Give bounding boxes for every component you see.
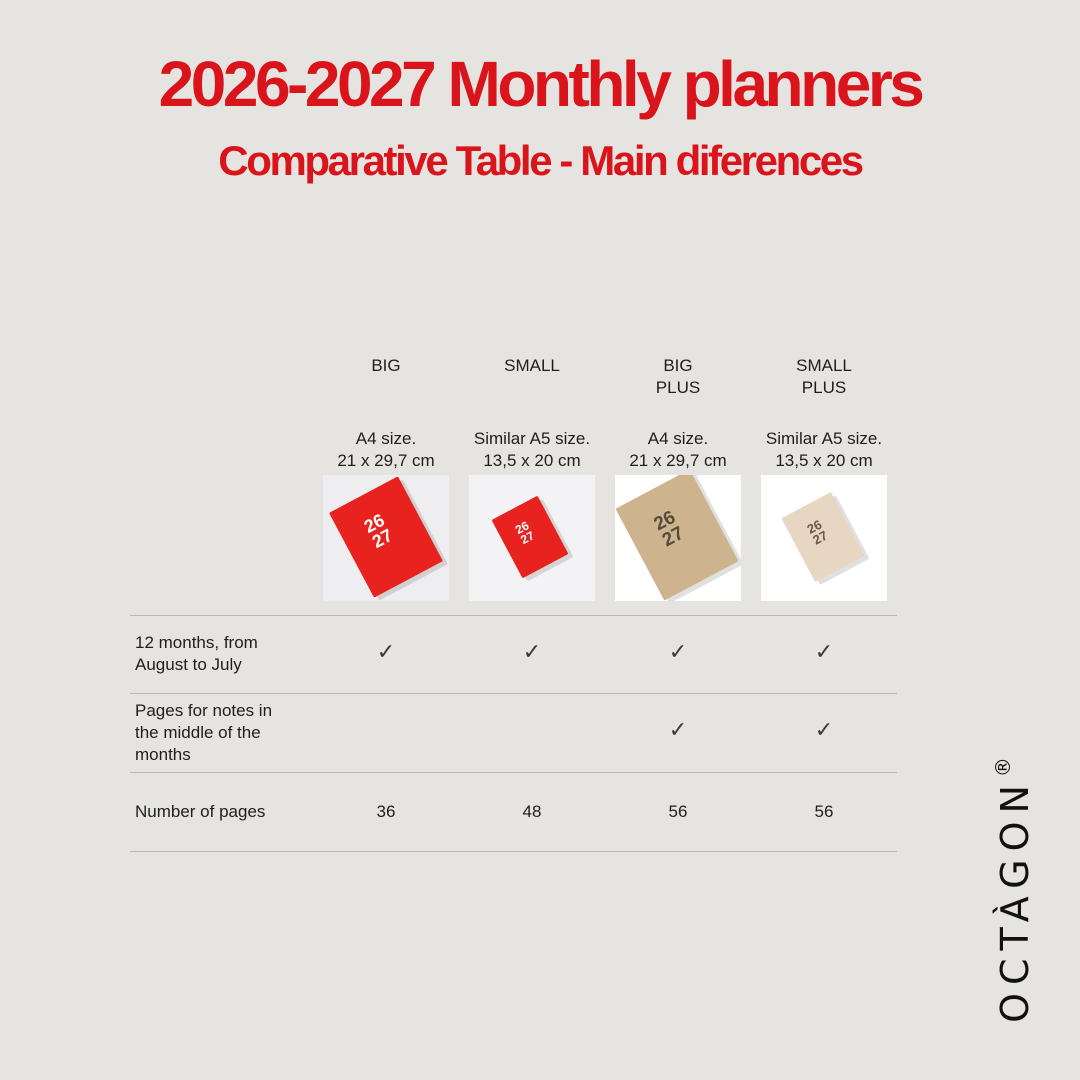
page-title: 2026-2027 Monthly planners [158, 48, 925, 120]
column-size-line: 13,5 x 20 cm [483, 451, 581, 470]
column-header-name: SMALL PLUS [751, 355, 897, 399]
table-divider [130, 772, 897, 773]
column-name-line: PLUS [801, 378, 847, 397]
row-label-line: Pages for notes in [135, 701, 273, 720]
column-name-line: BIG [663, 356, 693, 375]
column-size-line: Similar A5 size. [765, 429, 883, 448]
row-label: Number of pages [135, 801, 265, 823]
column-header-size: Similar A5 size. 13,5 x 20 cm [459, 428, 605, 472]
column-header-size: A4 size. 21 x 29,7 cm [605, 428, 751, 472]
row-label-line: months [135, 745, 191, 764]
table-divider [130, 615, 897, 616]
table-cell: 36 [376, 802, 396, 821]
column-header-size: A4 size. 21 x 29,7 cm [313, 428, 459, 472]
table-divider [130, 851, 897, 852]
page-subtitle: Comparative Table - Main diferences [218, 137, 864, 184]
column-size-line: A4 size. [355, 429, 417, 448]
column-header-size: Similar A5 size. 13,5 x 20 cm [751, 428, 897, 472]
column-name-line: PLUS [655, 378, 701, 397]
row-label-line: Number of pages [135, 802, 266, 821]
check-icon: ✓ [814, 718, 834, 743]
table-cell: 48 [522, 802, 542, 821]
cover-year-digits: 26 [804, 517, 824, 537]
row-label-line: August to July [135, 655, 242, 674]
planner-photo: 26 27 [323, 475, 449, 601]
check-icon: ✓ [668, 718, 688, 743]
table-cell: 56 [668, 802, 688, 821]
planner-photo: 26 27 [761, 475, 887, 601]
row-label-line: 12 months, from [135, 633, 258, 652]
column-size-line: 21 x 29,7 cm [337, 451, 435, 470]
column-name-line: BIG [371, 356, 401, 375]
check-icon: ✓ [668, 640, 688, 665]
column-size-line: Similar A5 size. [473, 429, 591, 448]
registered-mark: ® [991, 757, 1015, 778]
row-label-line: the middle of the [135, 723, 261, 742]
check-icon: ✓ [376, 640, 396, 665]
column-name-line: SMALL [504, 356, 560, 375]
cover-year-digits: 27 [810, 528, 830, 548]
row-label: 12 months, from August to July [135, 632, 258, 676]
column-header-name: BIG [313, 355, 459, 377]
table-divider [130, 693, 897, 694]
column-size-line: 13,5 x 20 cm [775, 451, 873, 470]
column-header-name: SMALL [459, 355, 605, 377]
brand-name: OCTÀGON [993, 777, 1037, 1023]
column-name-line: SMALL [796, 356, 852, 375]
column-size-line: A4 size. [647, 429, 709, 448]
column-size-line: 21 x 29,7 cm [629, 451, 727, 470]
planner-photo: 26 27 [469, 475, 595, 601]
cover-year-digits: 27 [518, 528, 537, 547]
cover-year-digits: 26 [513, 518, 532, 537]
brand-logo: OCTÀGON® [991, 757, 1037, 1023]
column-header-name: BIG PLUS [605, 355, 751, 399]
table-cell: 56 [814, 802, 834, 821]
check-icon: ✓ [814, 640, 834, 665]
planner-photo: 26 27 [615, 475, 741, 601]
row-label: Pages for notes in the middle of the month… [135, 700, 272, 766]
check-icon: ✓ [522, 640, 542, 665]
